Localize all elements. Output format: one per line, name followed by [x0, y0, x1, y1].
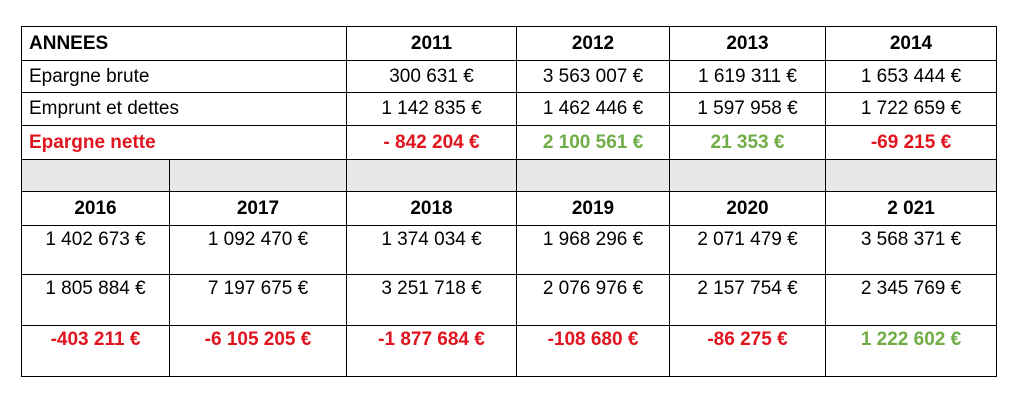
table-cell: 2 100 561 €: [516, 125, 670, 160]
table-cell: 3 568 371 €: [825, 225, 997, 275]
year-2020: 2020: [669, 191, 826, 226]
table-cell: 1 462 446 €: [516, 92, 670, 126]
table-cell: - 842 204 €: [346, 125, 517, 160]
table-cell: 1 374 034 €: [346, 225, 517, 275]
year-2019: 2019: [516, 191, 670, 226]
table-cell: 3 251 718 €: [346, 274, 517, 326]
year-2014: 2014: [825, 26, 997, 61]
table-cell: 1 092 470 €: [169, 225, 347, 275]
separator-cell: [669, 159, 826, 192]
table-cell: 21 353 €: [669, 125, 826, 160]
epargne-table: ANNEES 2011 2012 2013 2014 Epargne brute…: [21, 26, 997, 377]
table-cell: 1 653 444 €: [825, 60, 997, 93]
table-cell: 7 197 675 €: [169, 274, 347, 326]
annees-label: ANNEES: [21, 26, 347, 61]
table-cell: 2 071 479 €: [669, 225, 826, 275]
year-2013: 2013: [669, 26, 826, 61]
year-2018: 2018: [346, 191, 517, 226]
table-row: Emprunt et dettes 1 142 835 € 1 462 446 …: [21, 92, 997, 126]
year-2012: 2012: [516, 26, 670, 61]
table-cell: 2 157 754 €: [669, 274, 826, 326]
table-row: 1 805 884 € 7 197 675 € 3 251 718 € 2 07…: [21, 274, 997, 326]
table-cell: 1 968 296 €: [516, 225, 670, 275]
table-cell: 1 805 884 €: [21, 274, 170, 326]
row-label-epargne-brute: Epargne brute: [21, 60, 347, 93]
separator-row: [21, 159, 997, 192]
table-cell: 1 619 311 €: [669, 60, 826, 93]
header-row: ANNEES 2011 2012 2013 2014: [21, 26, 997, 61]
separator-cell: [346, 159, 517, 192]
table-cell: 1 222 602 €: [825, 325, 997, 377]
separator-cell: [516, 159, 670, 192]
table-cell: -1 877 684 €: [346, 325, 517, 377]
table-cell: -69 215 €: [825, 125, 997, 160]
separator-cell: [169, 159, 347, 192]
table-cell: -403 211 €: [21, 325, 170, 377]
table-row: Epargne brute 300 631 € 3 563 007 € 1 61…: [21, 60, 997, 93]
table-cell: 1 722 659 €: [825, 92, 997, 126]
table-cell: 1 142 835 €: [346, 92, 517, 126]
table-row: 1 402 673 € 1 092 470 € 1 374 034 € 1 96…: [21, 225, 997, 275]
table-cell: -86 275 €: [669, 325, 826, 377]
table-cell: 1 402 673 €: [21, 225, 170, 275]
table-cell: -108 680 €: [516, 325, 670, 377]
row-label-emprunt: Emprunt et dettes: [21, 92, 347, 126]
table-cell: 2 345 769 €: [825, 274, 997, 326]
table-cell: 1 597 958 €: [669, 92, 826, 126]
table-cell: 2 076 976 €: [516, 274, 670, 326]
year-2021: 2 021: [825, 191, 997, 226]
table-cell: 300 631 €: [346, 60, 517, 93]
table-cell: 3 563 007 €: [516, 60, 670, 93]
lower-header-row: 2016 2017 2018 2019 2020 2 021: [21, 191, 997, 226]
separator-cell: [21, 159, 170, 192]
table-row: -403 211 € -6 105 205 € -1 877 684 € -10…: [21, 325, 997, 377]
year-2016: 2016: [21, 191, 170, 226]
row-label-epargne-nette: Epargne nette: [21, 125, 347, 160]
year-2017: 2017: [169, 191, 347, 226]
year-2011: 2011: [346, 26, 517, 61]
separator-cell: [825, 159, 997, 192]
table-cell: -6 105 205 €: [169, 325, 347, 377]
table-row: Epargne nette - 842 204 € 2 100 561 € 21…: [21, 125, 997, 160]
